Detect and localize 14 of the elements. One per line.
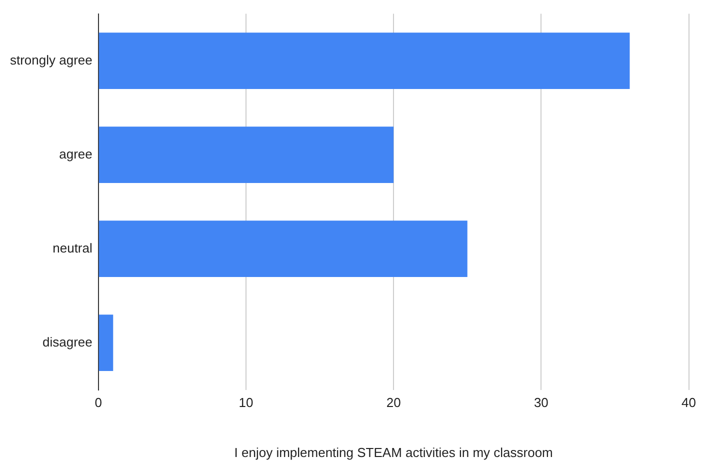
- x-tick-label: 30: [534, 395, 548, 410]
- x-tick-label: 20: [386, 395, 401, 410]
- bar: [98, 314, 114, 371]
- x-tick-label: 10: [238, 395, 254, 410]
- x-tick-label: 0: [94, 395, 102, 410]
- y-tick-label: disagree: [42, 334, 92, 350]
- bar: [98, 220, 468, 277]
- y-tick-label: strongly agree: [10, 52, 92, 68]
- bar: [98, 32, 630, 89]
- y-tick-label: agree: [59, 146, 92, 162]
- y-tick-label: neutral: [52, 240, 92, 256]
- x-tick-label: 40: [682, 395, 696, 410]
- bar: [98, 126, 394, 183]
- x-axis-title: I enjoy implementing STEAM activities in my classroom: [234, 444, 553, 460]
